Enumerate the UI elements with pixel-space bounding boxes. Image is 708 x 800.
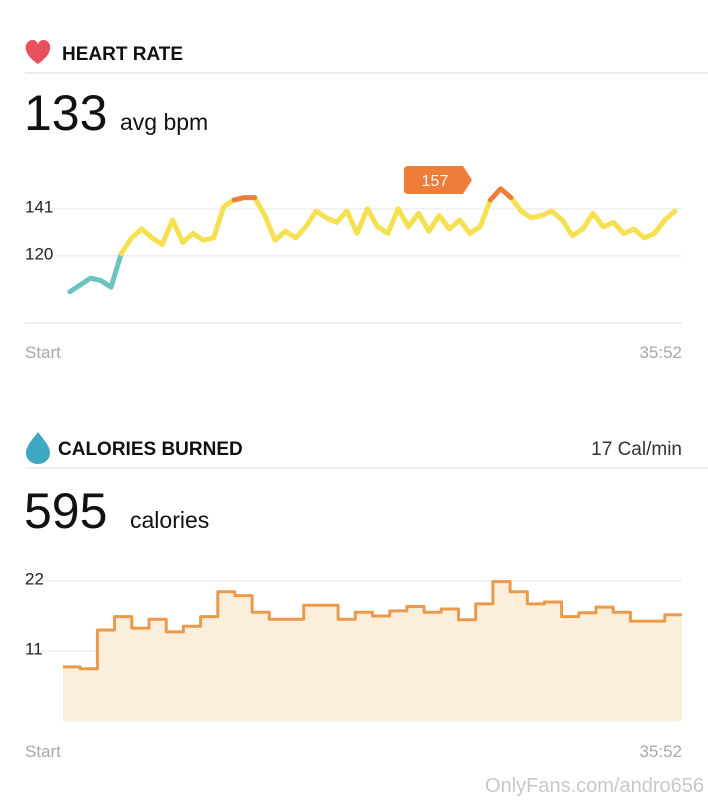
chart-title: HEART RATE bbox=[62, 44, 183, 65]
summary-value: 595 bbox=[24, 483, 107, 539]
x-label: 35:52 bbox=[639, 343, 682, 362]
heart-rate-line bbox=[231, 186, 514, 203]
x-label: 35:52 bbox=[639, 742, 682, 761]
heart-icon bbox=[25, 40, 51, 64]
y-tick-label: 22 bbox=[25, 569, 44, 588]
heart-rate-line bbox=[67, 251, 124, 295]
max-annotation: 157 bbox=[422, 173, 449, 190]
summary-value: 133 bbox=[24, 85, 107, 141]
summary-unit: calories bbox=[130, 507, 209, 533]
x-label: Start bbox=[25, 343, 61, 362]
y-tick-label: 11 bbox=[25, 639, 43, 658]
x-label: Start bbox=[25, 742, 61, 761]
heart-rate-line bbox=[118, 195, 678, 257]
calorie-area bbox=[63, 581, 682, 721]
y-tick-label: 120 bbox=[25, 244, 53, 263]
calorie-line bbox=[63, 580, 682, 671]
watermark: OnlyFans.com/andro656 bbox=[485, 775, 704, 797]
tooltip: 157 bbox=[404, 166, 472, 194]
y-tick-label: 141 bbox=[25, 197, 53, 216]
chart-title: CALORIES BURNED bbox=[58, 439, 243, 460]
summary-unit: avg bpm bbox=[120, 109, 208, 135]
flame-icon bbox=[26, 432, 50, 464]
rate-label: 17 Cal/min bbox=[591, 439, 682, 460]
